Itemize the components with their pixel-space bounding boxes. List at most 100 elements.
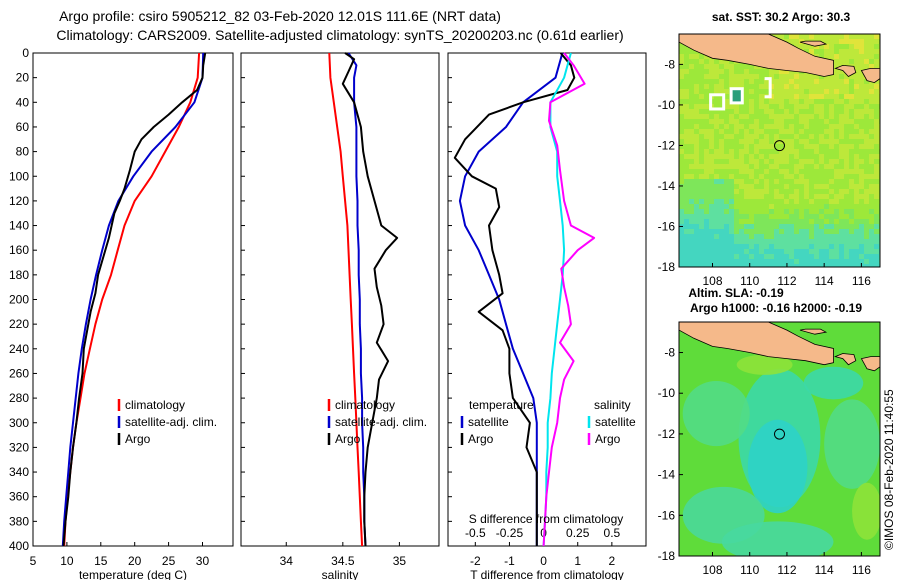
sst-cell — [699, 109, 704, 114]
y-tick-label: 80 — [16, 145, 30, 159]
sst-cell — [814, 239, 819, 244]
sst-cell — [704, 224, 709, 229]
sst-cell — [839, 174, 844, 179]
sst-cell — [859, 224, 864, 229]
sst-cell — [729, 234, 734, 239]
sst-cell — [789, 199, 794, 204]
lon-tick-label: 110 — [740, 563, 759, 577]
sst-cell — [864, 119, 869, 124]
sst-cell — [874, 164, 879, 169]
sst-cell — [789, 264, 794, 267]
sst-cell — [704, 159, 709, 164]
sst-cell — [819, 244, 824, 249]
sst-cell — [684, 139, 689, 144]
sst-cell — [699, 54, 704, 59]
sst-cell — [789, 134, 794, 139]
sst-cell — [719, 84, 724, 89]
sst-cell — [734, 234, 739, 239]
sst-cell — [689, 59, 694, 64]
sla-blob — [803, 366, 864, 400]
sst-cell — [754, 234, 759, 239]
sst-cell — [704, 64, 709, 69]
series-line-satellite-adj-clim- — [347, 52, 367, 547]
sst-cell — [699, 209, 704, 214]
sst-cell — [799, 104, 804, 109]
sst-cell — [769, 209, 774, 214]
sst-cell — [714, 189, 719, 194]
sst-cell — [849, 184, 854, 189]
sst-cell — [799, 79, 804, 84]
y-tick-label: 340 — [9, 465, 29, 479]
sst-cell — [754, 69, 759, 74]
sst-cell — [804, 199, 809, 204]
sst-cell — [799, 259, 804, 264]
sst-cell — [829, 209, 834, 214]
sst-cell — [729, 84, 734, 89]
sst-cell — [844, 119, 849, 124]
sst-cell — [834, 109, 839, 114]
sst-cell — [704, 114, 709, 119]
sst-cell — [714, 69, 719, 74]
sst-cell — [799, 264, 804, 267]
series-line-satellite-adj-clim- — [61, 52, 205, 547]
sst-cell — [794, 174, 799, 179]
sst-cell — [829, 204, 834, 209]
sst-cell — [694, 219, 699, 224]
sst-cell — [704, 169, 709, 174]
sst-cell — [799, 164, 804, 169]
sst-cell — [724, 124, 729, 129]
sst-cell — [779, 89, 784, 94]
sst-cell — [734, 264, 739, 267]
sst-cell — [729, 259, 734, 264]
sst-cell — [754, 164, 759, 169]
sst-cell — [819, 129, 824, 134]
sst-cell — [844, 224, 849, 229]
sst-cell — [724, 179, 729, 184]
sst-cell — [824, 259, 829, 264]
sst-cell — [749, 219, 754, 224]
sst-cell — [829, 129, 834, 134]
lon-tick-label: 116 — [852, 563, 871, 577]
sst-cell — [834, 149, 839, 154]
sst-cell — [779, 144, 784, 149]
sst-cell — [864, 79, 869, 84]
sst-cell — [864, 84, 869, 89]
sst-cell — [769, 154, 774, 159]
sst-cell — [709, 224, 714, 229]
sst-cell — [809, 249, 814, 254]
sst-cell — [784, 109, 789, 114]
sst-cell — [834, 209, 839, 214]
sst-cell — [689, 209, 694, 214]
sst-cell — [839, 69, 844, 74]
sst-cell — [694, 199, 699, 204]
sst-cell — [724, 214, 729, 219]
sst-cell — [759, 234, 764, 239]
sst-cell — [699, 104, 704, 109]
sst-cell — [789, 159, 794, 164]
sst-cell — [789, 164, 794, 169]
sst-cell — [874, 94, 879, 99]
sst-cell — [874, 224, 879, 229]
sst-cell — [764, 104, 769, 109]
sst-cell — [709, 84, 714, 89]
sst-cell — [704, 129, 709, 134]
sst-cell — [799, 249, 804, 254]
sst-cell — [814, 224, 819, 229]
sst-cell — [724, 109, 729, 114]
sst-cell — [699, 144, 704, 149]
sst-cell — [699, 134, 704, 139]
sst-cell — [764, 179, 769, 184]
sst-cell — [704, 249, 709, 254]
sst-cell — [719, 259, 724, 264]
sst-cell — [834, 174, 839, 179]
sst-cell — [854, 69, 859, 74]
sst-cell — [809, 89, 814, 94]
sst-cell — [814, 214, 819, 219]
sst-cell — [694, 204, 699, 209]
sst-cell — [769, 254, 774, 259]
lon-tick-label: 114 — [815, 563, 834, 577]
sst-cell — [754, 214, 759, 219]
sst-cell — [699, 249, 704, 254]
sst-cell — [784, 204, 789, 209]
sst-map: 108 110 112 114 116-8-10-12-14-16-18 — [658, 33, 881, 288]
